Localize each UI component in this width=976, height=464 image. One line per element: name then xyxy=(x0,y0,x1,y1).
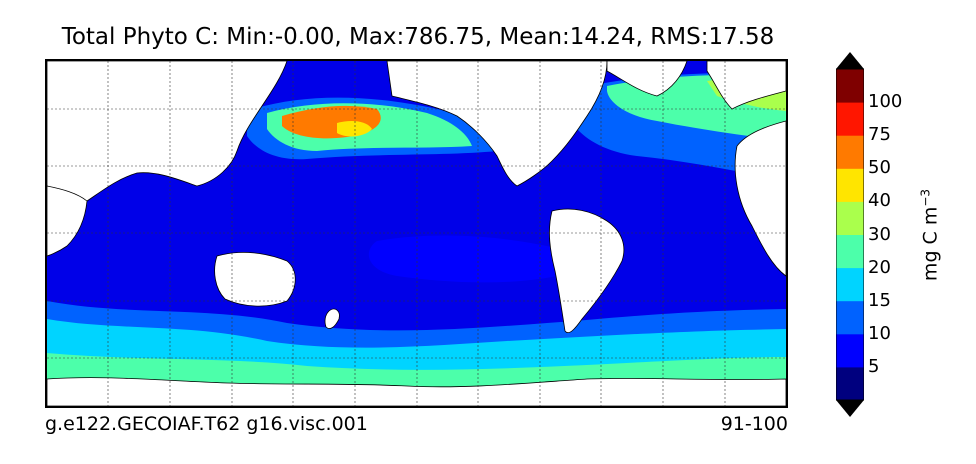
colorbar-tick-label: 75 xyxy=(868,124,891,146)
colorbar-units: mg C m−3 xyxy=(918,188,942,282)
new-zealand-land xyxy=(324,308,340,329)
north-america-land xyxy=(386,61,608,187)
year-range: 91-100 xyxy=(720,413,788,435)
colorbar-bin xyxy=(836,201,864,235)
colorbar-under-arrow xyxy=(836,400,864,417)
africa-land xyxy=(47,185,88,257)
colorbar-tick-label: 10 xyxy=(868,322,891,344)
south-america-land xyxy=(549,208,625,334)
colorbar-bin xyxy=(836,135,864,169)
colorbar-bin xyxy=(836,102,864,136)
plot-title: Total Phyto C: Min:-0.00, Max:786.75, Me… xyxy=(61,24,775,50)
colorbar-bin xyxy=(836,333,864,368)
colorbar xyxy=(836,52,864,417)
colorbar-bin xyxy=(836,366,864,401)
colorbar-bin xyxy=(836,168,864,202)
colorbar-tick-label: 20 xyxy=(868,256,891,278)
case-name: g.e122.GECOIAF.T62 g16.visc.001 xyxy=(45,413,368,435)
phyto-map xyxy=(47,61,786,406)
colorbar-tick-label: 30 xyxy=(868,223,891,245)
colorbar-tick-label: 15 xyxy=(868,289,891,311)
map-panel xyxy=(45,59,788,408)
equatorial-low-zone xyxy=(368,235,566,283)
greenland-land xyxy=(606,61,688,97)
australia-land xyxy=(214,252,296,307)
north-pacific-yellow xyxy=(337,121,372,137)
gridlines xyxy=(47,61,786,406)
africa-east-land xyxy=(734,120,786,277)
colorbar-tick-label: 5 xyxy=(868,355,880,377)
colorbar-bin xyxy=(836,234,864,269)
colorbar-tick-label: 50 xyxy=(868,157,891,179)
colorbar-over-arrow xyxy=(836,52,864,69)
colorbar-bin xyxy=(836,300,864,335)
colorbar-bin xyxy=(836,69,864,103)
colorbar-tick-label: 40 xyxy=(868,190,891,212)
colorbar-bin xyxy=(836,267,864,302)
colorbar-tick-label: 100 xyxy=(868,91,903,113)
